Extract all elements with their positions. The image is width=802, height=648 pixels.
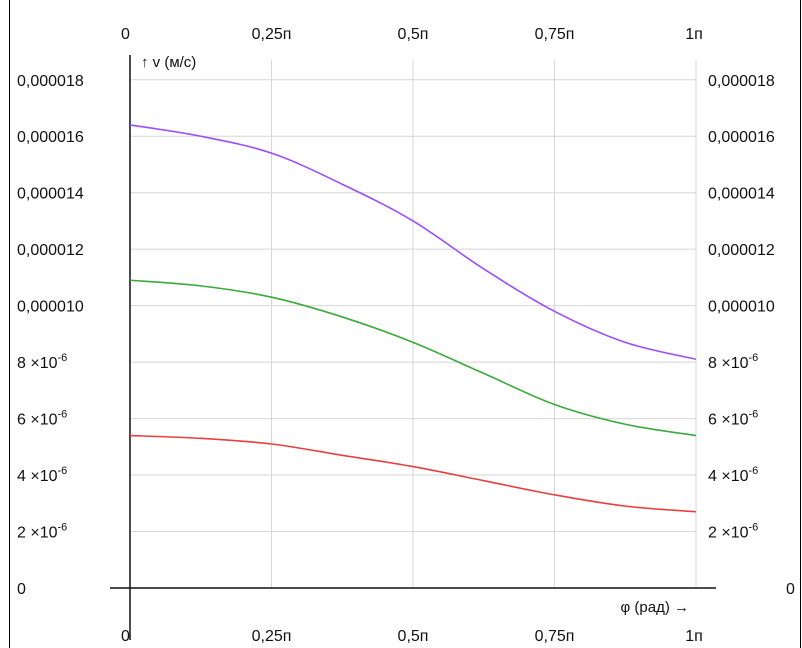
y-tick-labels-right: 0,000018 0,000016 0,000014 0,000012 0,000010… [708, 73, 795, 598]
series-lines [129, 124, 697, 513]
y-tick-right-7: 4 ×10-6 [708, 465, 758, 485]
y-tick-left-0: 0,000018 [17, 73, 84, 90]
y-tick-right-4: 0,000010 [708, 299, 775, 316]
y-tick-left-2: 0,000014 [17, 186, 84, 203]
x-tick-top-3: 0,75п [535, 26, 575, 43]
y-tick-right-1: 0,000016 [708, 129, 775, 146]
y-tick-right-6: 6 ×10-6 [708, 409, 758, 429]
y-tick-left-1: 0,000016 [17, 129, 84, 146]
chart-frame [9, 0, 801, 648]
y-tick-right-8: 2 ×10-6 [708, 522, 758, 542]
x-axis-label: φ (рад) → [621, 599, 690, 616]
x-tick-top-0: 0 [121, 26, 130, 43]
x-tick-bottom-3: 0,75п [535, 628, 575, 645]
x-tick-labels-bottom: 0 0,25п 0,5п 0,75п 1п [121, 628, 703, 645]
y-tick-left-3: 0,000012 [17, 242, 84, 259]
x-tick-top-2: 0,5п [398, 26, 429, 43]
y-tick-right-0: 0,000018 [708, 73, 775, 90]
y-tick-left-9: 0 [17, 581, 26, 598]
y-tick-right-5: 8 ×10-6 [708, 352, 758, 372]
y-tick-left-6: 6 ×10-6 [17, 409, 67, 429]
y-tick-left-7: 4 ×10-6 [17, 465, 67, 485]
series-line-1 [129, 279, 697, 437]
x-tick-labels-top: 0 0,25п 0,5п 0,75п 1п [121, 26, 703, 43]
grid [130, 60, 697, 588]
x-tick-bottom-1: 0,25п [252, 628, 292, 645]
y-axis-label: ↑ v (м/с) [141, 54, 196, 71]
series-line-0 [129, 124, 697, 361]
y-tick-labels-left: 0,000018 0,000016 0,000014 0,000012 0,000010… [17, 73, 84, 598]
y-tick-left-4: 0,000010 [17, 299, 84, 316]
x-tick-top-1: 0,25п [252, 26, 292, 43]
x-tick-top-4: 1п [685, 26, 703, 43]
y-tick-right-9: 0 [786, 581, 795, 598]
x-tick-bottom-0: 0 [121, 628, 130, 645]
y-tick-right-3: 0,000012 [708, 242, 775, 259]
y-tick-right-2: 0,000014 [708, 186, 775, 203]
y-tick-left-8: 2 ×10-6 [17, 522, 67, 542]
axes [110, 55, 716, 640]
series-line-2 [129, 434, 697, 513]
y-tick-left-5: 8 ×10-6 [17, 352, 67, 372]
x-tick-bottom-2: 0,5п [398, 628, 429, 645]
x-tick-bottom-4: 1п [685, 628, 703, 645]
